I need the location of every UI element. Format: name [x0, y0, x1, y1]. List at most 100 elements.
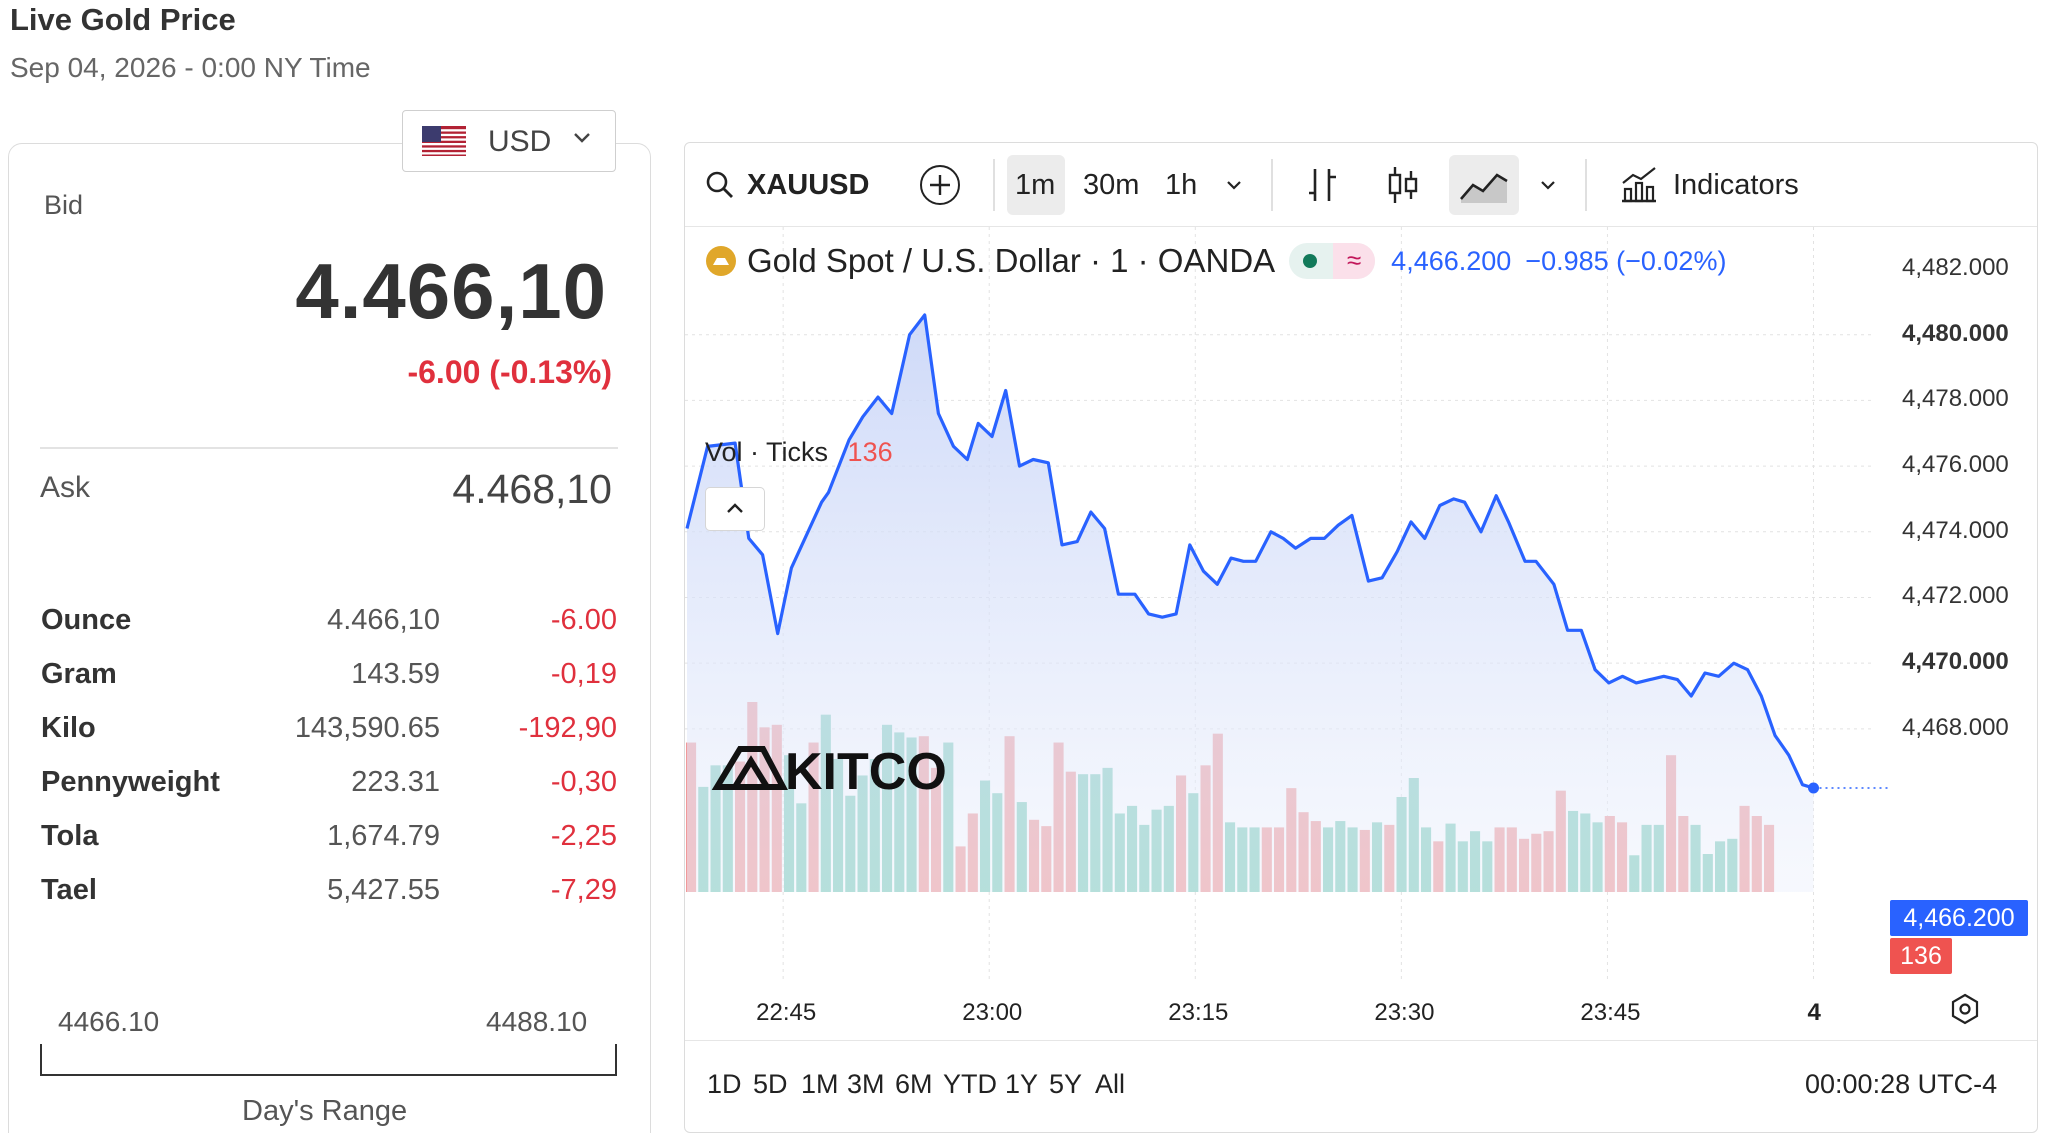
unit-price: 143.59 [351, 658, 440, 691]
price-axis-label: 4,472.000 [1902, 582, 2009, 610]
unit-price-table: Ounce 4.466,10 -6.00 Gram 143.59 -0,19 K… [40, 598, 620, 922]
settings-icon [1947, 991, 1983, 1027]
unit-price: 1,674.79 [327, 820, 440, 853]
delayed-data-icon: ≈ [1333, 243, 1375, 279]
unit-change: -2,25 [551, 820, 617, 853]
price-axis-label: 4,478.000 [1902, 385, 2009, 413]
price-axis-label: 4,482.000 [1902, 254, 2009, 282]
chart-clock[interactable]: 00:00:28 UTC-4 [1805, 1069, 1997, 1100]
day-range-bar [40, 1044, 617, 1076]
last-price-dot [1808, 783, 1819, 794]
range-1m[interactable]: 1M [801, 1069, 839, 1100]
unit-row-tola: Tola 1,674.79 -2,25 [40, 814, 620, 868]
range-6m[interactable]: 6M [895, 1069, 933, 1100]
interval-1m[interactable]: 1m [1015, 143, 1055, 227]
chevron-down-icon [1537, 174, 1559, 196]
range-5d[interactable]: 5D [753, 1069, 788, 1100]
unit-name: Gram [41, 658, 117, 691]
unit-name: Tola [41, 820, 98, 853]
range-5y[interactable]: 5Y [1049, 1069, 1082, 1100]
symbol-label: XAUUSD [747, 169, 869, 202]
price-axis-label: 4,480.000 [1902, 320, 2009, 348]
range-ytd[interactable]: YTD [943, 1069, 997, 1100]
divider [40, 447, 618, 449]
range-1y[interactable]: 1Y [1005, 1069, 1038, 1100]
range-1d[interactable]: 1D [707, 1069, 742, 1100]
indicators-button[interactable]: Indicators [1619, 143, 1799, 227]
search-icon [705, 170, 735, 200]
range-all[interactable]: All [1095, 1069, 1125, 1100]
unit-change: -192,90 [519, 712, 617, 745]
chart-settings-button[interactable] [1947, 991, 1983, 1027]
price-area [687, 315, 1814, 892]
legend-status-pill: ≈ [1289, 243, 1375, 279]
price-axis-label: 4,468.000 [1902, 714, 2009, 742]
plus-circle-icon [919, 164, 961, 206]
unit-price: 5,427.55 [327, 874, 440, 907]
area-chart-type-button[interactable] [1459, 143, 1509, 227]
bid-value: 4.466,10 [295, 246, 607, 337]
interval-1h[interactable]: 1h [1165, 143, 1197, 227]
us-flag-icon [422, 126, 466, 156]
toolbar-separator [993, 159, 995, 211]
kitco-wordmark: KITCO [785, 743, 947, 801]
compare-button[interactable] [919, 143, 961, 227]
ask-value: 4.468,10 [452, 466, 612, 513]
chart-type-dropdown[interactable] [1537, 143, 1559, 227]
unit-change: -7,29 [551, 874, 617, 907]
day-range-low: 4466.10 [58, 1006, 159, 1038]
day-range-label: Day's Range [242, 1095, 407, 1128]
interval-30m[interactable]: 30m [1083, 143, 1139, 227]
unit-price: 223.31 [351, 766, 440, 799]
collapse-legend-button[interactable] [705, 487, 765, 531]
area-chart-icon [1459, 165, 1509, 205]
ask-label: Ask [40, 471, 90, 505]
chevron-down-icon [1223, 174, 1245, 196]
candles-chart-type-button[interactable] [1385, 143, 1421, 227]
day-range-high: 4488.10 [486, 1006, 587, 1038]
price-axis-label: 4,474.000 [1902, 517, 2009, 545]
unit-name: Ounce [41, 604, 131, 637]
bid-label: Bid [44, 190, 83, 221]
price-axis-label: 4,470.000 [1902, 648, 2009, 676]
time-axis-label: 23:15 [1168, 999, 1228, 1027]
volume-label: Vol · Ticks [705, 437, 828, 467]
unit-row-tael: Tael 5,427.55 -7,29 [40, 868, 620, 922]
unit-change: -0,19 [551, 658, 617, 691]
legend-symbol-title: Gold Spot / U.S. Dollar · 1 · OANDA [747, 242, 1275, 280]
time-axis-label: 23:00 [962, 999, 1022, 1027]
volume-legend: Vol · Ticks 136 [705, 437, 893, 468]
gold-coin-icon [705, 245, 737, 277]
volume-value: 136 [848, 437, 893, 467]
bid-change: -6.00 (-0.13%) [407, 354, 612, 391]
market-open-icon [1303, 254, 1317, 268]
toolbar-separator [1271, 159, 1273, 211]
ohlc-bars-icon [1305, 165, 1341, 205]
chart-toolbar: XAUUSD 1m 30m 1h [685, 143, 2037, 227]
legend-last-price: 4,466.200 [1391, 246, 1511, 277]
price-chart-canvas[interactable]: KITCO [685, 227, 2038, 1040]
time-axis-label: 23:45 [1580, 999, 1640, 1027]
range-3m[interactable]: 3M [847, 1069, 885, 1100]
time-axis-label: 23:30 [1374, 999, 1434, 1027]
unit-change: -6.00 [551, 604, 617, 637]
unit-name: Kilo [41, 712, 96, 745]
currency-selector[interactable]: USD [402, 110, 616, 172]
page-title: Live Gold Price [10, 2, 236, 38]
unit-name: Tael [41, 874, 97, 907]
unit-row-pennyweight: Pennyweight 223.31 -0,30 [40, 760, 620, 814]
unit-price: 143,590.65 [295, 712, 440, 745]
unit-name: Pennyweight [41, 766, 220, 799]
toolbar-separator [1585, 159, 1587, 211]
interval-dropdown[interactable] [1223, 143, 1245, 227]
legend-price-change: −0.985 (−0.02%) [1525, 246, 1726, 277]
unit-price: 4.466,10 [327, 604, 440, 637]
indicators-icon [1619, 165, 1659, 205]
unit-row-ounce: Ounce 4.466,10 -6.00 [40, 598, 620, 652]
symbol-search[interactable]: XAUUSD [705, 143, 869, 227]
bar-chart-type-button[interactable] [1305, 143, 1341, 227]
chevron-up-icon [705, 487, 765, 531]
chevron-down-icon [571, 127, 593, 149]
last-volume-tag: 136 [1890, 938, 1952, 974]
unit-row-gram: Gram 143.59 -0,19 [40, 652, 620, 706]
